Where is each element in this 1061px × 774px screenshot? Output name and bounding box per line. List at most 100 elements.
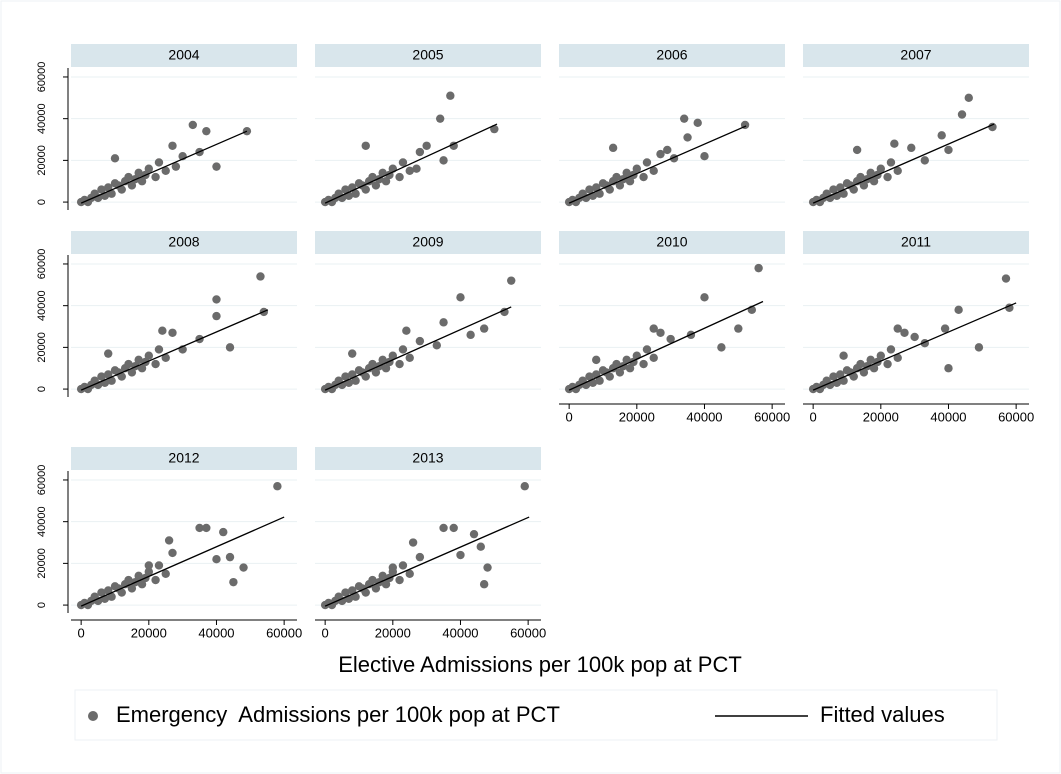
point [876,351,886,360]
point [612,172,621,182]
point [104,183,113,192]
point [368,172,377,182]
y-tick-label: 40000 [36,103,48,134]
point [117,185,126,194]
y-tick-label: 40000 [36,506,48,537]
point [625,364,635,373]
point [154,561,164,570]
point [839,351,848,360]
point [439,156,448,165]
point [581,193,591,203]
point [337,596,347,606]
strip [71,447,297,470]
point [754,263,763,273]
point [158,326,167,335]
point [852,145,862,155]
point [944,145,953,155]
point [500,307,509,317]
fitted-line [568,125,747,204]
point [422,141,431,150]
point [104,349,113,358]
point [368,575,377,585]
point [229,577,238,587]
point [700,152,709,161]
strip [803,231,1029,254]
point [97,588,106,597]
point [395,359,404,369]
point [361,141,370,150]
y-tick-label: 40000 [36,290,48,321]
point [117,588,126,597]
point [483,563,492,572]
point [439,318,448,327]
point [415,552,425,562]
point [893,166,902,175]
point [622,355,631,365]
point [964,93,973,103]
fitted-line [812,123,995,204]
point [940,324,950,333]
point [866,168,875,178]
point [974,343,984,352]
point [656,328,665,337]
point [639,172,648,182]
point [219,527,228,537]
point [381,177,391,186]
strip [71,44,297,67]
point [388,563,398,572]
panel-title: 2007 [900,47,931,63]
point [883,172,892,182]
panel-title: 2005 [412,47,443,63]
point [937,131,946,140]
point [869,364,879,373]
point [351,592,360,601]
y-tick-label: 60000 [36,465,48,496]
point [225,343,235,352]
x-axis-title: Elective Admissions per 100k pop at PCT [338,652,742,677]
point [239,563,248,572]
point [388,351,398,360]
point [679,114,689,123]
legend-label: Fitted values [820,702,945,727]
point [900,328,909,337]
point [97,185,106,194]
point [612,359,621,369]
point [700,293,709,302]
point [642,345,652,354]
point [605,185,614,194]
point [893,324,902,333]
point [104,586,113,595]
point [402,326,411,335]
point [97,372,106,381]
x-tick-label: 60000 [998,409,1034,424]
point [107,189,116,198]
panel-title: 2006 [656,47,687,63]
point [144,561,154,570]
y-tick-label: 20000 [36,548,48,579]
point [829,372,838,381]
x-tick-label: 60000 [266,625,302,640]
x-tick-label: 20000 [863,409,899,424]
point [341,185,350,194]
point [866,355,875,365]
fitted-line [80,309,269,391]
point [666,334,675,344]
point [639,359,648,369]
y-tick-label: 0 [36,602,48,608]
point [164,536,174,545]
point [371,368,381,377]
point [520,482,529,491]
point [435,114,445,123]
point [137,580,147,589]
point [361,372,370,381]
x-tick-label: 0 [810,409,817,424]
panel-title: 2013 [412,450,443,466]
point [836,183,845,192]
point [161,166,170,175]
point [168,141,177,150]
x-tick-label: 0 [78,625,85,640]
point [825,380,835,390]
point [829,185,838,194]
point [592,355,601,365]
